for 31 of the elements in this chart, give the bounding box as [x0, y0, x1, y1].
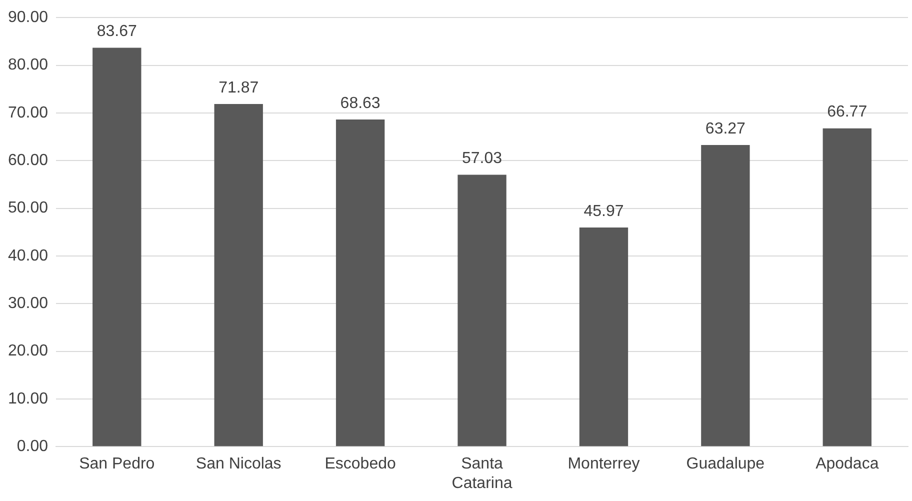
y-tick-label: 30.00	[8, 295, 48, 312]
bar	[214, 104, 263, 446]
x-tick-label: Santa Catarina	[452, 456, 512, 492]
bar	[458, 174, 506, 446]
x-tick-label: San Pedro	[79, 456, 155, 473]
y-tick-label: 60.00	[8, 152, 48, 170]
y-tick-label: 90.00	[8, 9, 48, 26]
y-tick-label: 20.00	[8, 342, 48, 360]
y-tick-label: 80.00	[8, 56, 48, 74]
x-tick-label: Guadalupe	[686, 456, 765, 473]
x-tick-label: San Nicolas	[196, 456, 282, 473]
data-label: 63.27	[705, 120, 746, 138]
bar	[579, 227, 628, 446]
data-label: 83.67	[96, 23, 138, 40]
x-tick-label: Monterrey	[568, 456, 640, 473]
data-label: 66.77	[827, 104, 868, 121]
bar	[701, 145, 750, 446]
data-label: 57.03	[462, 150, 502, 168]
y-tick-label: 70.00	[8, 104, 48, 122]
y-tick-label: 40.00	[8, 247, 48, 264]
data-label: 68.63	[340, 94, 380, 112]
y-tick-label: 0.00	[16, 438, 48, 456]
bar	[336, 119, 385, 446]
bar	[92, 48, 142, 446]
bar	[822, 128, 872, 446]
x-tick-label: Escobedo	[324, 456, 396, 473]
x-tick-label: Apodaca	[816, 456, 879, 473]
data-label: 71.87	[218, 79, 259, 96]
y-tick-label: 10.00	[8, 390, 48, 408]
y-tick-label: 50.00	[8, 200, 48, 217]
data-label: 45.97	[584, 202, 624, 220]
